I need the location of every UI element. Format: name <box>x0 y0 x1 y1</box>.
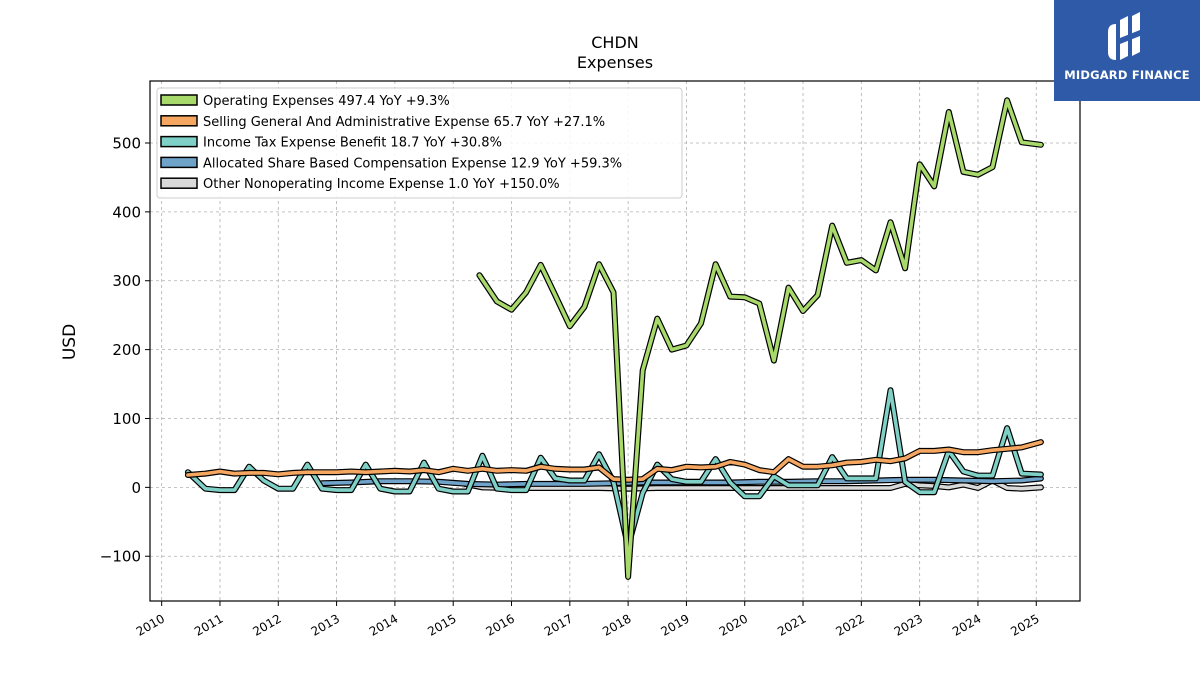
series-line-selling-general-and-administrative-expense <box>186 440 1043 482</box>
y-tick-label: 0 <box>131 479 141 497</box>
x-tick-label: 2018 <box>600 611 633 638</box>
plot-frame <box>149 80 1081 602</box>
y-axis-label: USD <box>60 324 80 360</box>
x-tick-label: 2020 <box>717 611 750 638</box>
x-tick-label: 2010 <box>134 611 167 638</box>
brand-logo: MIDGARD FINANCE <box>1054 0 1200 101</box>
legend-box <box>156 87 683 199</box>
brand-name: MIDGARD FINANCE <box>1064 68 1190 82</box>
x-tick-label: 2017 <box>542 611 575 638</box>
legend-entry: Selling General And Administrative Expen… <box>203 115 605 130</box>
y-tick-label: 200 <box>112 341 141 359</box>
legend-swatch <box>160 156 198 169</box>
legend-entry: Operating Expenses 497.4 YoY +9.3% <box>203 94 450 109</box>
y-tick-label: 500 <box>112 134 141 152</box>
series-line-income-tax-expense-benefit <box>186 388 1043 549</box>
x-tick-label: 2022 <box>833 611 866 638</box>
series-lines <box>184 97 1044 580</box>
series-outline-selling-general-and-administrative-expense <box>184 439 1044 483</box>
series-outline-income-tax-expense-benefit <box>184 387 1044 550</box>
x-tick-label: 2025 <box>1008 611 1041 638</box>
legend-entry: Allocated Share Based Compensation Expen… <box>203 156 622 171</box>
x-tick-label: 2011 <box>192 611 225 638</box>
legend-swatch <box>160 115 198 127</box>
x-tick-label: 2016 <box>484 611 517 638</box>
y-tick-label: 300 <box>112 272 141 290</box>
series-line-operating-expenses <box>477 98 1043 579</box>
chart-subtitle: Expenses <box>577 53 653 72</box>
legend-swatch <box>160 94 198 106</box>
axis-ticks: −100 0 100 200 300 400 500 2010 2011 2012 2013 2014… <box>100 134 1042 638</box>
x-tick-label: 2024 <box>950 611 983 638</box>
x-tick-label: 2014 <box>367 611 400 638</box>
x-tick-label: 2013 <box>309 611 342 638</box>
x-tick-label: 2023 <box>892 611 925 638</box>
legend-swatch <box>160 177 198 189</box>
legend-swatch <box>160 135 198 148</box>
x-tick-label: 2019 <box>658 611 691 638</box>
legend: Operating Expenses 497.4 YoY +9.3% Sellin… <box>156 87 683 199</box>
chart-title: CHDN <box>591 33 639 52</box>
y-tick-label: −100 <box>100 548 141 566</box>
y-tick-label: 400 <box>112 203 141 221</box>
y-tick-label: 100 <box>112 410 141 428</box>
x-tick-label: 2012 <box>250 611 283 638</box>
x-tick-label: 2021 <box>775 611 808 638</box>
legend-entry: Income Tax Expense Benefit 18.7 YoY +30.… <box>203 136 502 151</box>
legend-entry: Other Nonoperating Income Expense 1.0 Yo… <box>203 177 560 192</box>
brand-mark-icon <box>1108 12 1140 60</box>
x-tick-label: 2015 <box>425 611 458 638</box>
